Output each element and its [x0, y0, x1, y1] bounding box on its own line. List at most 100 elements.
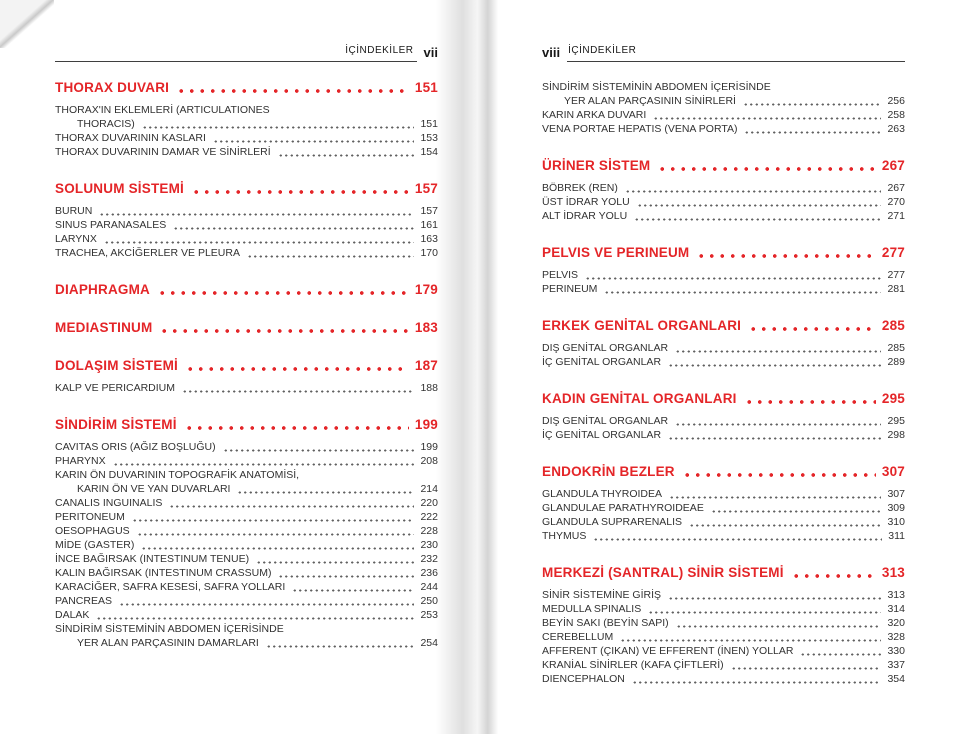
- page-gutter-shadow: [436, 0, 510, 734]
- entry-label: PELVIS: [542, 269, 578, 281]
- entry-line: LARYNX 163: [55, 232, 438, 246]
- page-folio: viii: [542, 45, 561, 60]
- dot-leader: [736, 94, 888, 108]
- entry-page-number: 170: [420, 247, 438, 259]
- section-page-number: 179: [414, 282, 438, 297]
- section-page-number: 151: [414, 80, 438, 95]
- entry-line: KALIN BAĞIRSAK (INTESTINUM CRASSUM) 236: [55, 566, 438, 580]
- entry-line: THORAX DUVARININ DAMAR VE SİNİRLERİ 154: [55, 145, 438, 159]
- entry-line: PANCREAS 250: [55, 594, 438, 608]
- toc-section: SİNDİRİM SİSTEMİ 199 CAVITAS ORIS (AĞIZ BO…: [55, 417, 438, 650]
- toc-entry: MEDULLA SPINALIS 314: [542, 602, 905, 616]
- page-folio: vii: [423, 45, 438, 60]
- entry-label: BÖBREK (REN): [542, 182, 618, 194]
- section-heading: THORAX DUVARI 151: [55, 80, 438, 96]
- entry-label: PHARYNX: [55, 455, 106, 467]
- entry-label: ALT İDRAR YOLU: [542, 210, 628, 222]
- section-entries: DIŞ GENİTAL ORGANLAR 295 İÇ GENİTAL ORGANL…: [542, 414, 905, 442]
- entry-line: GLANDULA SUPRARENALIS 310: [542, 515, 905, 529]
- section-heading: ERKEK GENİTAL ORGANLARI 285: [542, 318, 905, 334]
- dot-leader: [668, 414, 887, 428]
- dot-leader: [627, 209, 887, 223]
- entry-label: CANALIS INGUINALIS: [55, 497, 163, 509]
- entry-label: AFFERENT (ÇIKAN) VE EFFERENT (İNEN) YOLL…: [542, 645, 794, 657]
- entry-line: KRANİAL SİNİRLER (KAFA ÇİFTLERİ) 337: [542, 658, 905, 672]
- entry-label-line1: SİNDİRİM SİSTEMİNİN ABDOMEN İÇERİSİNDE: [542, 81, 771, 93]
- toc-entry: DIENCEPHALON 354: [542, 672, 905, 686]
- right-page: viii İÇİNDEKİLER SİNDİRİM SİSTEMİNİN ABD…: [542, 45, 905, 686]
- entry-line: DIŞ GENİTAL ORGANLAR 295: [542, 414, 905, 428]
- entry-page-number: 313: [887, 589, 905, 601]
- entry-label: KARACİĞER, SAFRA KESESİ, SAFRA YOLLARI: [55, 581, 286, 593]
- entry-line: PELVIS 277: [542, 268, 905, 282]
- section-heading: KADIN GENİTAL ORGANLARI 295: [542, 391, 905, 407]
- entry-line: CEREBELLUM 328: [542, 630, 905, 644]
- dot-leader: [134, 538, 420, 552]
- toc-section: ENDOKRİN BEZLER 307 GLANDULA THYROIDEA 307 G…: [542, 464, 905, 543]
- toc-entry: KARACİĞER, SAFRA KESESİ, SAFRA YOLLARI 24…: [55, 580, 438, 594]
- toc-entry: CEREBELLUM 328: [542, 630, 905, 644]
- toc-section: THORAX DUVARI 151 THORAX'IN EKLEMLERİ (ART…: [55, 80, 438, 159]
- toc-entry: PANCREAS 250: [55, 594, 438, 608]
- toc-section: SOLUNUM SİSTEMİ 157 BURUN 157 SINUS PARANASA…: [55, 181, 438, 260]
- toc-entry: THORAX DUVARININ DAMAR VE SİNİRLERİ 154: [55, 145, 438, 159]
- section-heading: DOLAŞIM SİSTEMİ 187: [55, 358, 438, 374]
- dot-leader: [152, 320, 414, 336]
- entry-label: KALP VE PERICARDIUM: [55, 382, 176, 394]
- toc-section: MEDIASTINUM 183: [55, 320, 438, 336]
- entry-line: VENA PORTAE HEPATIS (VENA PORTA) 263: [542, 122, 905, 136]
- toc-entry: SİNDİRİM SİSTEMİNİN ABDOMEN İÇERİSİNDE YE…: [55, 622, 438, 650]
- dot-leader: [613, 630, 887, 644]
- left-page-sections: THORAX DUVARI 151 THORAX'IN EKLEMLERİ (ART…: [55, 80, 438, 650]
- entry-line: BEYİN SAKI (BEYİN SAPI) 320: [542, 616, 905, 630]
- section-title: DIAPHRAGMA: [55, 282, 150, 297]
- entry-page-number: 153: [420, 132, 438, 144]
- dot-leader: [741, 318, 882, 334]
- toc-entry: KALIN BAĞIRSAK (INTESTINUM CRASSUM) 236: [55, 566, 438, 580]
- entry-page-number: 154: [420, 146, 438, 158]
- entry-label: VENA PORTAE HEPATIS (VENA PORTA): [542, 123, 738, 135]
- dot-leader: [675, 464, 882, 480]
- entry-page-number: 307: [887, 488, 905, 500]
- entry-label-line2: THORACIS): [77, 118, 135, 130]
- dot-leader: [169, 80, 415, 96]
- section-title: SOLUNUM SİSTEMİ: [55, 181, 185, 196]
- section-heading: SİNDİRİM SİSTEMİ 199: [55, 417, 438, 433]
- section-entries: KALP VE PERICARDIUM 188: [55, 381, 438, 395]
- section-entries: SİNDİRİM SİSTEMİNİN ABDOMEN İÇERİSİNDE YE…: [542, 80, 905, 136]
- section-heading: DIAPHRAGMA 179: [55, 282, 438, 298]
- toc-entry: BEYİN SAKI (BEYİN SAPI) 320: [542, 616, 905, 630]
- dot-leader: [630, 195, 888, 209]
- dot-leader: [682, 515, 887, 529]
- dot-leader: [166, 218, 420, 232]
- page-corner-fold: [0, 0, 54, 48]
- dot-leader: [240, 246, 420, 260]
- dot-leader: [271, 566, 420, 580]
- toc-entry: DALAK 253: [55, 608, 438, 622]
- running-header-label: İÇİNDEKİLER: [567, 45, 905, 62]
- toc-entry: KALP VE PERICARDIUM 188: [55, 381, 438, 395]
- entry-page-number: 314: [887, 603, 905, 615]
- entry-page-number: 151: [420, 118, 438, 130]
- entry-line: KARACİĞER, SAFRA KESESİ, SAFRA YOLLARI 24…: [55, 580, 438, 594]
- entry-page-number: 354: [887, 673, 905, 685]
- running-header-label: İÇİNDEKİLER: [55, 45, 417, 62]
- toc-entry: DIŞ GENİTAL ORGANLAR 295: [542, 414, 905, 428]
- dot-leader: [106, 454, 421, 468]
- section-title: MERKEZİ (SANTRAL) SİNİR SİSTEMİ: [542, 565, 784, 580]
- dot-leader: [662, 487, 887, 501]
- toc-entry: PELVIS 277: [542, 268, 905, 282]
- section-heading: ENDOKRİN BEZLER 307: [542, 464, 905, 480]
- section-title: SİNDİRİM SİSTEMİ: [55, 417, 177, 432]
- entry-line: CANALIS INGUINALIS 220: [55, 496, 438, 510]
- dot-leader: [112, 594, 420, 608]
- dot-leader: [150, 282, 415, 298]
- entry-line: GLANDULA THYROIDEA 307: [542, 487, 905, 501]
- toc-entry: TRACHEA, AKCİĞERLER VE PLEURA 170: [55, 246, 438, 260]
- section-title: DOLAŞIM SİSTEMİ: [55, 358, 179, 373]
- dot-leader: [89, 608, 420, 622]
- entry-page-number: 281: [887, 283, 905, 295]
- dot-leader: [230, 482, 420, 496]
- toc-entry: THYMUS 311: [542, 529, 905, 543]
- section-title: THORAX DUVARI: [55, 80, 170, 95]
